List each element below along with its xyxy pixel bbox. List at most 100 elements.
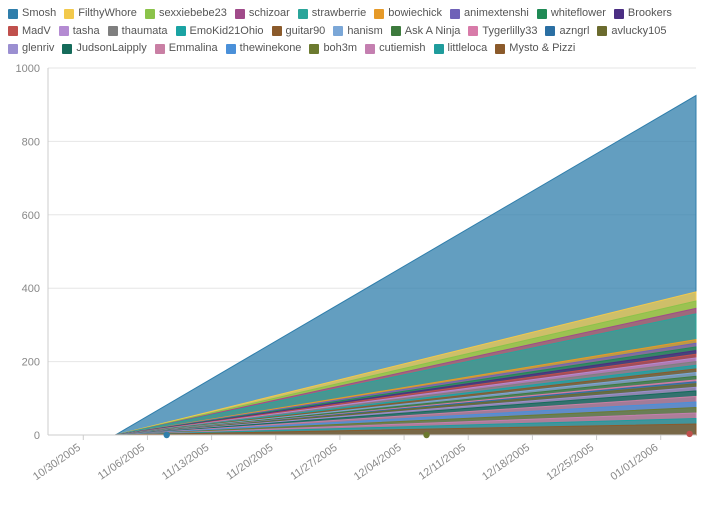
data-marker [163,432,169,438]
data-marker [423,432,429,438]
y-tick-label: 600 [22,210,40,222]
legend: Smosh FilthyWhore sexxiebebe23 schizoar stra… [8,6,700,59]
legend-item: avlucky105 [597,24,666,39]
legend-swatch [64,9,74,19]
legend-label: glenriv [22,41,54,56]
x-tick-label: 11/13/2005 [160,442,211,483]
legend-label: Smosh [22,6,56,21]
legend-item: whiteflower [537,6,606,21]
legend-item: boh3m [309,41,357,56]
legend-swatch [434,44,444,54]
legend-swatch [235,9,245,19]
legend-label: Mysto & Pizzi [509,41,575,56]
y-tick-label: 800 [22,136,40,148]
x-tick-label: 12/04/2005 [352,442,404,483]
legend-item: littleloca [434,41,488,56]
legend-item: Ask A Ninja [391,24,461,39]
legend-label: FilthyWhore [78,6,137,21]
legend-swatch [108,26,118,36]
legend-item: JudsonLaipply [62,41,146,56]
legend-label: MadV [22,24,51,39]
y-tick-label: 400 [22,283,40,295]
legend-label: bowiechick [388,6,442,21]
legend-label: EmoKid21Ohio [190,24,264,39]
legend-item: guitar90 [272,24,326,39]
x-tick-label: 12/25/2005 [544,442,596,483]
legend-label: thaumata [122,24,168,39]
legend-swatch [59,26,69,36]
legend-swatch [309,44,319,54]
x-tick-label: 12/11/2005 [417,442,468,483]
legend-item: hanism [333,24,382,39]
x-tick-label: 11/06/2005 [96,442,147,483]
x-tick-label: 01/01/2006 [608,442,660,483]
legend-item: schizoar [235,6,290,21]
area-chart: 0 200 400 600 800 1000 10/30/2005 11/06/2005 11/… [0,60,708,513]
legend-swatch [450,9,460,19]
x-tick-label: 10/30/2005 [31,442,83,483]
legend-label: guitar90 [286,24,326,39]
legend-label: littleloca [448,41,488,56]
legend-swatch [8,44,18,54]
legend-label: Brookers [628,6,672,21]
legend-swatch [614,9,624,19]
legend-item: Emmalina [155,41,218,56]
legend-swatch [597,26,607,36]
data-marker [686,431,692,437]
x-tick-label: 11/27/2005 [288,442,339,483]
y-tick-label: 1000 [16,63,40,75]
legend-item: thaumata [108,24,168,39]
x-tick-label: 12/18/2005 [480,442,532,483]
legend-swatch [545,26,555,36]
legend-item: azngrl [545,24,589,39]
legend-label: schizoar [249,6,290,21]
legend-swatch [8,9,18,19]
legend-item: thewinekone [226,41,302,56]
legend-swatch [495,44,505,54]
y-tick-label: 200 [22,357,40,369]
y-tick-label: 0 [34,430,40,442]
legend-item: EmoKid21Ohio [176,24,264,39]
legend-swatch [272,26,282,36]
legend-swatch [176,26,186,36]
legend-item: cutiemish [365,41,425,56]
legend-swatch [298,9,308,19]
legend-item: bowiechick [374,6,442,21]
legend-swatch [537,9,547,19]
legend-label: Ask A Ninja [405,24,461,39]
legend-label: boh3m [323,41,357,56]
legend-label: cutiemish [379,41,425,56]
legend-item: Brookers [614,6,672,21]
legend-swatch [374,9,384,19]
x-tick-label: 11/20/2005 [224,442,275,483]
legend-item: animextenshi [450,6,529,21]
legend-label: avlucky105 [611,24,666,39]
legend-item: MadV [8,24,51,39]
legend-label: Emmalina [169,41,218,56]
legend-label: azngrl [559,24,589,39]
legend-swatch [333,26,343,36]
legend-swatch [155,44,165,54]
legend-swatch [365,44,375,54]
legend-swatch [226,44,236,54]
legend-swatch [468,26,478,36]
legend-label: strawberrie [312,6,366,21]
legend-item: Tygerlilly33 [468,24,537,39]
legend-swatch [391,26,401,36]
legend-label: whiteflower [551,6,606,21]
legend-swatch [62,44,72,54]
legend-item: tasha [59,24,100,39]
legend-item: FilthyWhore [64,6,137,21]
legend-swatch [145,9,155,19]
legend-item: Mysto & Pizzi [495,41,575,56]
legend-item: Smosh [8,6,56,21]
legend-label: JudsonLaipply [76,41,146,56]
legend-label: Tygerlilly33 [482,24,537,39]
legend-label: sexxiebebe23 [159,6,227,21]
legend-label: animextenshi [464,6,529,21]
legend-label: thewinekone [240,41,302,56]
legend-item: strawberrie [298,6,366,21]
legend-label: tasha [73,24,100,39]
legend-item: sexxiebebe23 [145,6,227,21]
legend-swatch [8,26,18,36]
